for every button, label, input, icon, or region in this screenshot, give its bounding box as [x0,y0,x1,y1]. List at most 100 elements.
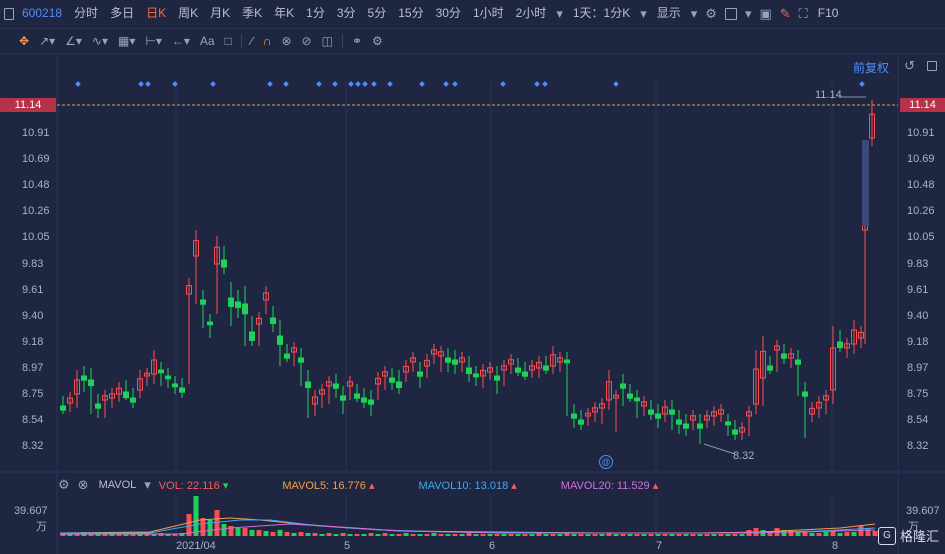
sidebar-toggle-icon[interactable] [0,0,18,27]
volume-bar [319,534,325,536]
text-tool[interactable]: Aa [199,34,215,48]
wave-tool-icon[interactable]: ∿▾ [91,34,108,48]
left-price-label: 9.61 [22,283,44,296]
candle-body [354,393,360,399]
volume-bar [284,532,290,536]
volume-bar [438,534,444,536]
measure-tool-icon[interactable]: ⊢▾ [145,34,162,48]
channel-tool-icon[interactable]: ∠▾ [65,34,82,48]
volume-bar [172,534,178,536]
tab-daily-k[interactable]: 日K [146,6,167,20]
f10-button[interactable]: F10 [817,6,839,20]
fuquan-toggle[interactable]: 前复权 [852,61,889,75]
candle-body [718,409,724,415]
volume-bar [137,534,143,536]
hide-icon[interactable]: ⊘ [301,34,312,48]
volume-bar [151,534,157,536]
candle-body [494,375,500,381]
pen-icon[interactable]: ✎ [779,5,791,21]
mavol10-text: MAVOL10: 13.018 [418,479,509,492]
candle-body [522,371,528,377]
candle-body [144,372,150,377]
right-price-label: 10.26 [907,205,935,218]
tab-quarterly-k[interactable]: 季K [242,6,263,20]
volume-bar [431,533,437,536]
tab-monthly-k[interactable]: 月K [210,6,231,20]
tab-weekly-k[interactable]: 周K [178,6,199,20]
tab-30min[interactable]: 30分 [435,6,461,20]
indicator-name[interactable]: MAVOL [98,479,137,491]
lock-icon[interactable]: ⊗ [281,34,292,48]
volume-bar [228,526,234,536]
chevron-down-icon[interactable]: ▾ [556,5,563,21]
fullscreen-icon[interactable]: ⛶ [798,5,808,21]
left-price-label: 10.48 [22,179,50,192]
camera-icon[interactable]: ▣ [759,5,772,21]
minimize-icon[interactable] [923,55,941,77]
highlight-block [862,140,869,226]
ruler-icon[interactable]: ∕ [250,34,253,48]
move-icon[interactable]: ✥ [19,34,30,48]
volume-bar [312,533,318,536]
undo-icon[interactable]: ↺ [904,58,915,73]
left-price-label: 8.32 [22,440,44,453]
low-marker-line [703,443,736,455]
right-price-label: 10.48 [907,179,935,192]
gear-icon[interactable]: ⚙ [372,34,383,48]
volume-bar [193,496,199,536]
tab-1hour[interactable]: 1小时 [472,6,504,20]
candle-body [746,411,752,417]
up-arrow-icon: ▴ [368,479,375,492]
left-price-label: 10.69 [22,153,50,166]
tab-5min[interactable]: 5分 [367,6,387,20]
arrow-tool-icon[interactable]: ←▾ [171,34,190,48]
up-arrow-icon: ▴ [511,479,517,492]
candle-body [172,383,178,388]
close-icon[interactable]: ⊗ [77,477,89,492]
tab-yearly-k[interactable]: 年K [274,6,295,20]
display-menu[interactable]: 显示 [656,6,681,20]
settings-icon[interactable]: ⚙ [58,477,70,492]
right-price-label: 9.61 [907,283,929,296]
stock-code[interactable]: 600218 [22,6,63,20]
tab-fenshi[interactable]: 分时 [74,6,99,20]
left-price-label: 10.26 [22,205,50,218]
settings-icon[interactable]: ⚙ [705,5,717,21]
volume-bar [396,534,402,536]
volume-bar [571,534,577,536]
chevron-down-icon[interactable]: ▾ [144,477,151,492]
candle-body [361,397,367,403]
candle-body [291,347,297,353]
candle-body [536,361,542,369]
fib-tool-icon[interactable]: ▦▾ [118,34,136,48]
volume-bar [221,524,227,536]
candle-body [158,369,164,374]
candle-body [662,406,668,415]
tab-1min[interactable]: 1分 [306,6,325,20]
tab-15min[interactable]: 15分 [398,6,424,20]
layout-icon[interactable] [721,0,741,27]
candle-body [333,383,339,389]
chevron-down-icon[interactable]: ▾ [640,5,647,21]
volume-bar [417,534,423,536]
comment-icon[interactable]: □ [224,34,232,48]
magnet-icon[interactable]: ∩ [262,34,272,48]
kline-chart[interactable] [0,54,945,554]
tab-duori[interactable]: 多日 [110,6,135,20]
candle-body [221,259,227,268]
line-tool-icon[interactable]: ↗▾ [39,34,56,48]
chevron-down-icon[interactable]: ▾ [744,5,752,21]
candle-body [88,379,94,387]
tab-2hour[interactable]: 2小时 [515,6,547,20]
chevron-down-icon[interactable]: ▾ [690,5,698,21]
candle-body [739,427,745,433]
trash-icon[interactable]: ◫ [321,34,333,48]
candle-body [606,381,612,401]
volume-bar [347,534,353,536]
period-toolbar: 600218 分时 多日 日K 周K 月K 季K 年K 1分 3分 5分 15分… [0,0,945,27]
period-select[interactable]: 1天：1分K [572,6,631,20]
tab-3min[interactable]: 3分 [336,6,356,20]
search-icon[interactable]: @ [599,455,613,469]
link-icon[interactable]: ⚭ [351,34,362,48]
